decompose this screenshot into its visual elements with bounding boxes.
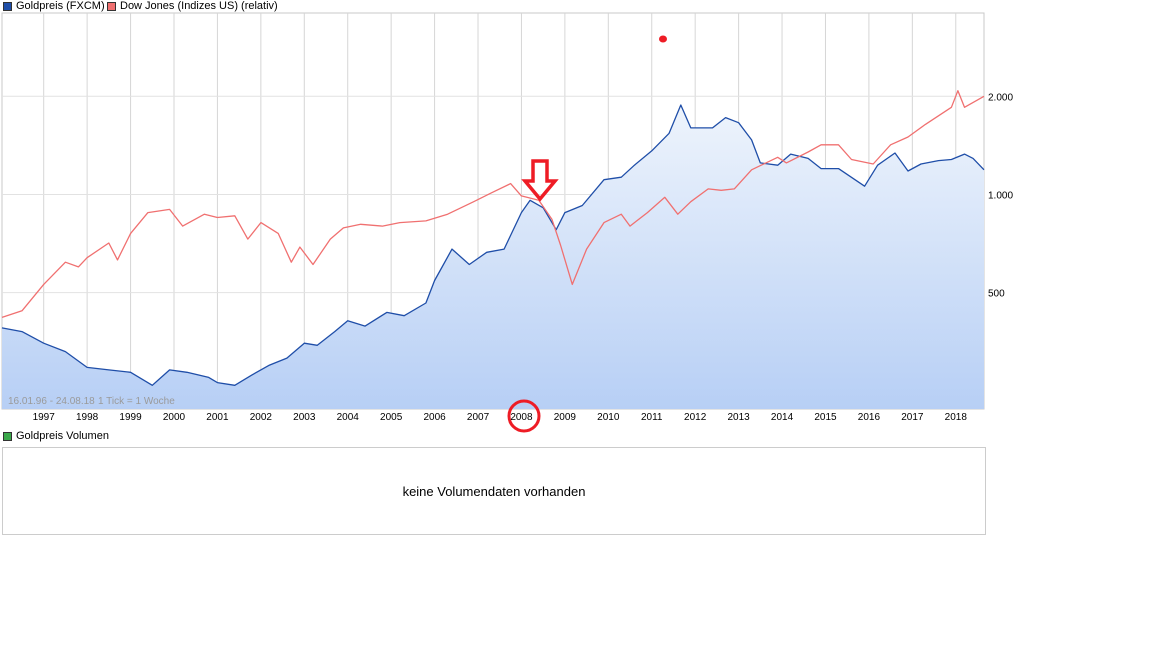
y-axis: 500 1.000 2.000 (988, 92, 1013, 299)
x-tick-label: 2005 (380, 412, 403, 423)
legend-gold-label: Goldpreis (FXCM) (16, 0, 105, 12)
x-tick-label: 2010 (597, 412, 620, 423)
series-lines (1, 90, 985, 386)
x-tick-label: 2008 (510, 412, 533, 423)
legend-dow: Dow Jones (Indizes US) (relativ) (107, 0, 278, 12)
legend-dow-label: Dow Jones (Indizes US) (relativ) (120, 0, 278, 12)
x-tick-label: 2012 (684, 412, 707, 423)
x-tick-label: 2014 (771, 412, 794, 423)
x-tick-label: 2017 (901, 412, 924, 423)
y-tick-label: 2.000 (988, 92, 1013, 103)
series-line-gold (1, 104, 985, 386)
x-axis: 1997 1998 1999 2000 2001 2002 2003 2004 2005 2006… (33, 412, 968, 423)
y-tick-label: 500 (988, 289, 1005, 300)
legend-volume: Goldpreis Volumen (3, 430, 109, 442)
x-tick-label: 1998 (76, 412, 99, 423)
x-tick-label: 2011 (641, 412, 663, 423)
x-tick-label: 2002 (250, 412, 273, 423)
legend-gold: Goldpreis (FXCM) (3, 0, 105, 12)
legend-volume-swatch (3, 431, 12, 441)
y-tick-label: 1.000 (988, 190, 1013, 201)
x-tick-label: 1999 (119, 412, 142, 423)
red-dot-icon (659, 35, 667, 43)
x-tick-label: 2016 (858, 412, 881, 423)
legend-gold-swatch (3, 1, 12, 11)
volume-empty-message: keine Volumendaten vorhanden (402, 484, 586, 499)
x-tick-label: 2018 (945, 412, 968, 423)
series-line-dow (1, 90, 985, 319)
range-info: 16.01.96 - 24.08.18 (8, 396, 95, 407)
gold-area (2, 105, 984, 409)
x-tick-label: 2009 (554, 412, 577, 423)
legend-dow-swatch (107, 1, 116, 11)
legend-volume-label: Goldpreis Volumen (16, 430, 109, 442)
x-tick-label: 2006 (423, 412, 446, 423)
x-tick-label: 2000 (163, 412, 186, 423)
x-tick-label: 1997 (33, 412, 56, 423)
x-tick-label: 2001 (206, 412, 229, 423)
x-tick-label: 2003 (293, 412, 316, 423)
gold-area-fill (2, 105, 984, 409)
x-tick-label: 2004 (337, 412, 360, 423)
down-arrow-icon (521, 159, 559, 202)
price-chart: 1997 1998 1999 2000 2001 2002 2003 2004 2005 2006… (1, 12, 1013, 433)
tick-info: 1 Tick = 1 Woche (98, 396, 175, 407)
x-tick-label: 2013 (727, 412, 750, 423)
highlight-circle-icon (507, 399, 541, 433)
x-tick-label: 2007 (467, 412, 490, 423)
x-tick-label: 2015 (814, 412, 837, 423)
volume-panel: keine Volumendaten vorhanden (2, 447, 986, 535)
